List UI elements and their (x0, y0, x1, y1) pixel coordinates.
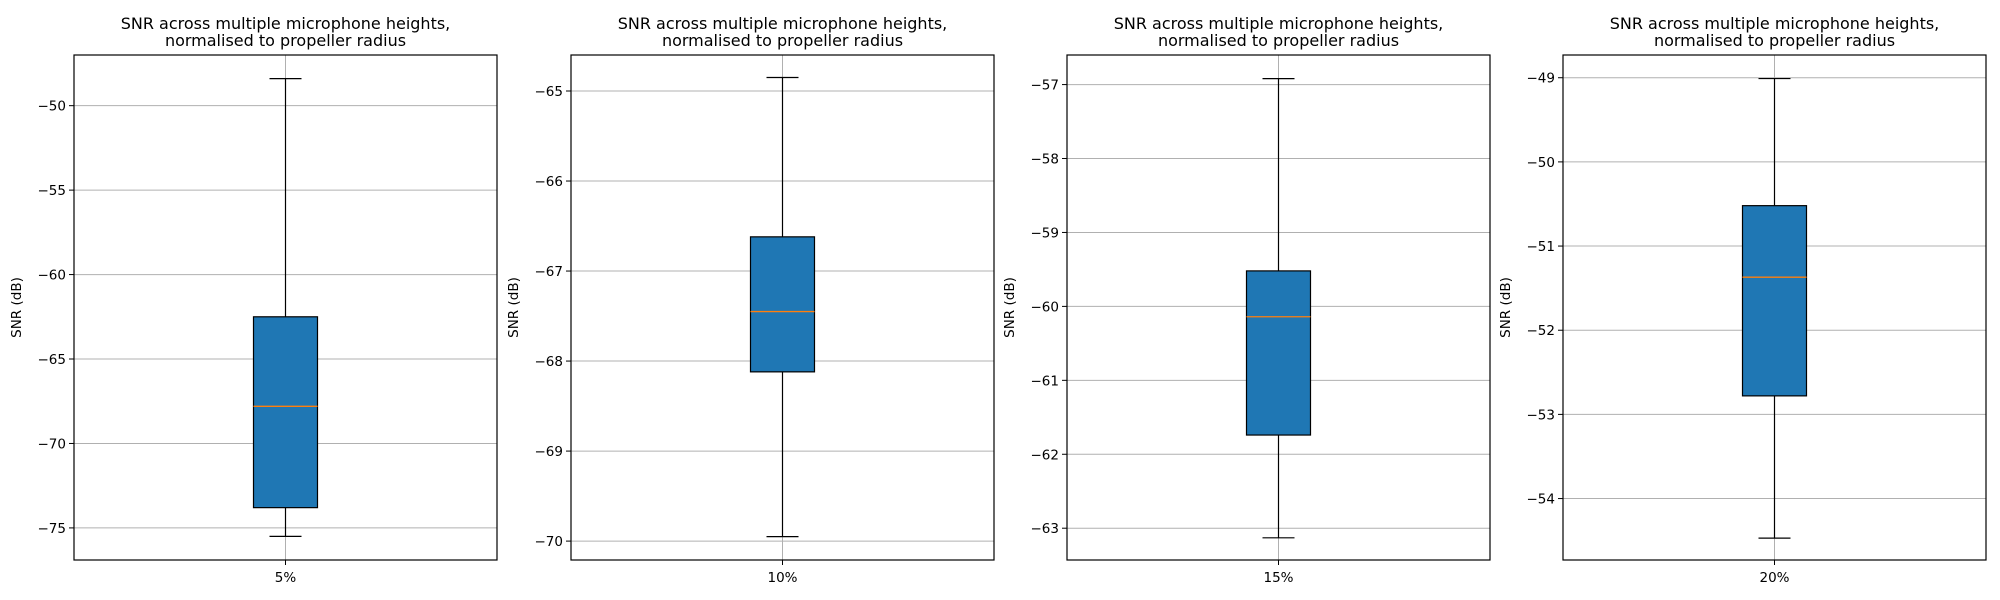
y-tick-label: −52 (1527, 323, 1556, 339)
chart-panel-3: −63 −62 −61 −60 −59 −58 −57 15% SNR (dB) SNR acro… (1002, 14, 1491, 586)
y-tick-label: −50 (38, 99, 67, 115)
chart-title-line-1: SNR across multiple microphone heights, (1610, 14, 1940, 33)
chart-panel-4: −54 −53 −52 −51 −50 −49 20% SNR (dB) SNR across … (1498, 14, 1987, 586)
y-tick-label: −69 (535, 444, 564, 460)
chart-title-line-1: SNR across multiple microphone heights, (121, 14, 451, 33)
chart-title-line-2: normalised to propeller radius (1654, 31, 1895, 50)
y-tick-label: −58 (1031, 152, 1060, 168)
box-iqr (1245, 270, 1312, 436)
chart-title-line-2: normalised to propeller radius (165, 31, 406, 50)
box-iqr (749, 236, 816, 373)
y-tick-label: −68 (535, 354, 564, 370)
chart-title-line-2: normalised to propeller radius (1158, 31, 1399, 50)
y-tick-label: −50 (1527, 155, 1556, 171)
y-tick-label: −65 (535, 84, 564, 100)
y-tick-label: −67 (535, 264, 564, 280)
y-tick-label: −60 (38, 268, 67, 284)
y-tick-label: −59 (1031, 225, 1060, 241)
x-tick-label: 20% (1759, 570, 1789, 586)
chart-title-line-2: normalised to propeller radius (662, 31, 903, 50)
y-tick-label: −57 (1031, 78, 1060, 94)
x-tick-label: 15% (1263, 570, 1293, 586)
x-tick-label: 10% (767, 570, 797, 586)
y-tick-label: −53 (1527, 407, 1556, 423)
y-axis-label: SNR (dB) (1002, 277, 1018, 338)
y-tick-label: −62 (1031, 447, 1060, 463)
chart-panel-2: −70 −69 −68 −67 −66 −65 10% SNR (dB) SNR across … (506, 14, 995, 586)
y-tick-label: −63 (1031, 521, 1060, 537)
y-tick-label: −61 (1031, 373, 1060, 389)
y-tick-label: −75 (38, 521, 67, 537)
y-tick-label: −70 (535, 534, 564, 550)
y-axis-label: SNR (dB) (9, 277, 25, 338)
y-axis-label: SNR (dB) (506, 277, 522, 338)
box-iqr (1741, 205, 1808, 397)
y-tick-label: −54 (1527, 492, 1556, 508)
y-tick-label: −66 (535, 174, 564, 190)
y-tick-label: −65 (38, 352, 67, 368)
box-iqr (252, 316, 319, 509)
chart-panel-1: −75 −70 −65 −60 −55 −50 5% SNR (dB) SNR across m… (9, 14, 498, 586)
x-tick-label: 5% (275, 570, 297, 586)
chart-title-line-1: SNR across multiple microphone heights, (1114, 14, 1444, 33)
y-tick-label: −70 (38, 436, 67, 452)
y-tick-label: −49 (1527, 71, 1556, 87)
y-tick-label: −51 (1527, 239, 1556, 255)
chart-title-line-1: SNR across multiple microphone heights, (618, 14, 948, 33)
y-axis-label: SNR (dB) (1498, 277, 1514, 338)
y-tick-label: −55 (38, 183, 67, 199)
y-tick-label: −60 (1031, 299, 1060, 315)
